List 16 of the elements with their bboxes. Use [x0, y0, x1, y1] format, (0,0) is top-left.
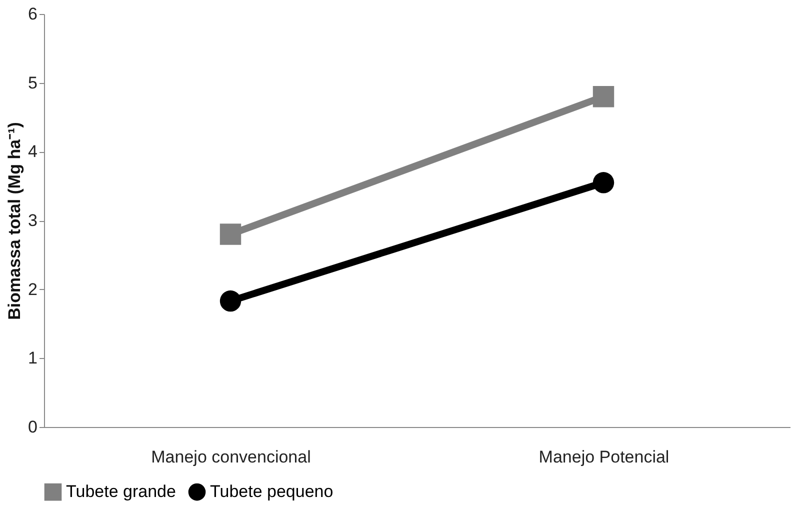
x-tick-label: Manejo convencional — [151, 448, 311, 466]
y-tick-label: 5 — [28, 73, 38, 92]
legend-label: Tubete pequeno — [210, 482, 334, 502]
y-tick-label: 2 — [28, 280, 38, 299]
y-tick-label: 3 — [28, 211, 38, 230]
y-tick-label: 1 — [28, 348, 38, 368]
x-tick-label: Manejo Potencial — [538, 448, 670, 466]
point — [220, 224, 242, 245]
y-axis-title: Biomassa total (Mg ha⁻¹) — [5, 122, 24, 320]
y-tick-label: 6 — [28, 4, 38, 24]
point — [592, 172, 614, 194]
y-tick-label: 0 — [28, 418, 38, 436]
legend-label: Tubete grande — [66, 482, 176, 502]
point — [220, 290, 242, 312]
y-tick-label: 4 — [28, 142, 38, 162]
point — [592, 86, 614, 108]
